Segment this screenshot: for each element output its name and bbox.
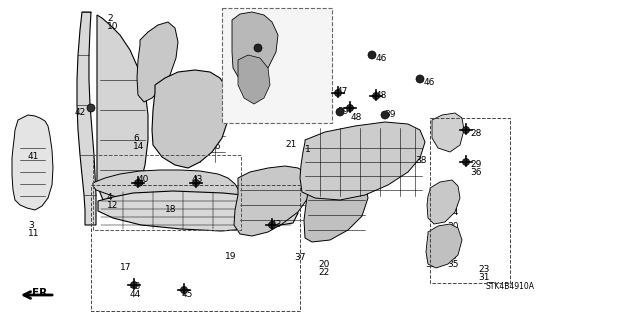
Polygon shape bbox=[426, 224, 462, 268]
Circle shape bbox=[368, 51, 376, 59]
Text: 43: 43 bbox=[192, 175, 204, 184]
Bar bbox=[91, 185, 300, 311]
Circle shape bbox=[381, 111, 389, 119]
Text: 9: 9 bbox=[210, 134, 216, 143]
Circle shape bbox=[134, 180, 141, 187]
Circle shape bbox=[137, 180, 143, 186]
Text: 40: 40 bbox=[138, 175, 149, 184]
Text: 39: 39 bbox=[384, 110, 396, 119]
Circle shape bbox=[463, 159, 470, 166]
Text: 12: 12 bbox=[107, 201, 118, 210]
Bar bbox=[222, 8, 332, 123]
Circle shape bbox=[416, 75, 424, 83]
Text: 49: 49 bbox=[244, 53, 255, 62]
Text: 29: 29 bbox=[470, 160, 481, 169]
Text: 37: 37 bbox=[294, 253, 305, 262]
Circle shape bbox=[372, 93, 380, 100]
Polygon shape bbox=[304, 174, 368, 242]
Text: 28: 28 bbox=[470, 129, 481, 138]
Text: 46: 46 bbox=[424, 78, 435, 87]
Text: 48: 48 bbox=[376, 91, 387, 100]
Circle shape bbox=[254, 44, 262, 52]
Text: 24: 24 bbox=[425, 252, 436, 261]
Text: 44: 44 bbox=[130, 290, 141, 299]
Text: 14: 14 bbox=[133, 142, 145, 151]
Text: FR.: FR. bbox=[32, 288, 51, 298]
Text: 32: 32 bbox=[425, 260, 436, 269]
Polygon shape bbox=[432, 113, 464, 152]
Circle shape bbox=[269, 221, 275, 228]
Polygon shape bbox=[137, 22, 178, 102]
Text: 8: 8 bbox=[190, 134, 196, 143]
Text: 41: 41 bbox=[28, 152, 40, 161]
Circle shape bbox=[463, 127, 470, 133]
Text: 22: 22 bbox=[318, 268, 329, 277]
Text: 43: 43 bbox=[271, 220, 282, 229]
Polygon shape bbox=[93, 170, 240, 210]
Text: 19: 19 bbox=[225, 252, 237, 261]
Circle shape bbox=[193, 180, 200, 187]
Text: 6: 6 bbox=[133, 134, 139, 143]
Polygon shape bbox=[12, 115, 53, 210]
Text: 13: 13 bbox=[272, 72, 284, 81]
Polygon shape bbox=[98, 191, 298, 231]
Text: 20: 20 bbox=[318, 260, 330, 269]
Text: 27: 27 bbox=[447, 252, 458, 261]
Text: 42: 42 bbox=[75, 108, 86, 117]
Text: 26: 26 bbox=[447, 200, 458, 209]
Text: 43: 43 bbox=[130, 282, 141, 291]
Text: 23: 23 bbox=[478, 265, 490, 274]
Circle shape bbox=[336, 108, 344, 116]
Text: 17: 17 bbox=[120, 263, 131, 272]
Text: 48: 48 bbox=[351, 113, 362, 122]
Bar bbox=[430, 118, 510, 283]
Text: 7: 7 bbox=[143, 61, 148, 70]
Text: 16: 16 bbox=[210, 142, 221, 151]
Text: STK4B4910A: STK4B4910A bbox=[486, 282, 535, 291]
Circle shape bbox=[87, 104, 95, 112]
Text: 2: 2 bbox=[107, 14, 113, 23]
Text: 25: 25 bbox=[447, 125, 458, 134]
Text: 4: 4 bbox=[107, 193, 113, 202]
Text: 35: 35 bbox=[447, 260, 458, 269]
Text: 10: 10 bbox=[107, 22, 118, 31]
Text: 50: 50 bbox=[244, 61, 255, 70]
Polygon shape bbox=[152, 70, 230, 168]
Circle shape bbox=[131, 281, 138, 288]
Text: 43: 43 bbox=[262, 42, 273, 51]
Text: 34: 34 bbox=[447, 208, 458, 217]
Polygon shape bbox=[238, 55, 270, 104]
Text: 33: 33 bbox=[447, 133, 458, 142]
Text: 30: 30 bbox=[447, 222, 458, 231]
Text: 39: 39 bbox=[337, 107, 349, 116]
Polygon shape bbox=[97, 15, 148, 210]
Circle shape bbox=[180, 286, 188, 293]
Bar bbox=[93, 155, 241, 230]
Text: 31: 31 bbox=[478, 273, 490, 282]
Text: 18: 18 bbox=[165, 205, 177, 214]
Text: 15: 15 bbox=[190, 142, 202, 151]
Text: 5: 5 bbox=[272, 64, 278, 73]
Polygon shape bbox=[427, 180, 460, 224]
Polygon shape bbox=[77, 12, 96, 225]
Text: 3: 3 bbox=[28, 221, 34, 230]
Polygon shape bbox=[234, 166, 312, 236]
Text: 36: 36 bbox=[470, 168, 481, 177]
Circle shape bbox=[335, 90, 342, 97]
Text: 47: 47 bbox=[337, 87, 348, 96]
Polygon shape bbox=[232, 12, 278, 85]
Text: 1: 1 bbox=[305, 145, 311, 154]
Polygon shape bbox=[300, 122, 425, 200]
Text: 38: 38 bbox=[415, 156, 426, 165]
Circle shape bbox=[346, 105, 353, 112]
Text: 11: 11 bbox=[28, 229, 40, 238]
Text: 21: 21 bbox=[285, 140, 296, 149]
Text: 46: 46 bbox=[376, 54, 387, 63]
Text: 45: 45 bbox=[182, 290, 193, 299]
